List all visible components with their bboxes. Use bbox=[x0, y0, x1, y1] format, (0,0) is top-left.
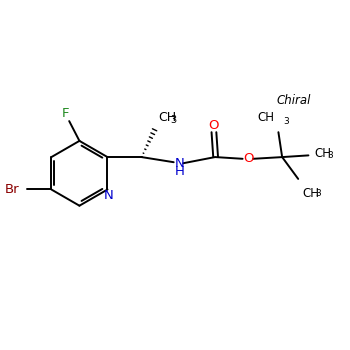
Text: F: F bbox=[61, 107, 69, 120]
Text: N: N bbox=[104, 189, 114, 202]
Text: Chiral: Chiral bbox=[277, 94, 311, 107]
Text: CH: CH bbox=[315, 147, 331, 160]
Text: CH: CH bbox=[159, 111, 177, 124]
Text: 3: 3 bbox=[328, 151, 333, 160]
Text: H: H bbox=[175, 165, 185, 178]
Text: 3: 3 bbox=[315, 189, 321, 198]
Text: 3: 3 bbox=[284, 117, 289, 126]
Text: O: O bbox=[209, 119, 219, 132]
Text: Br: Br bbox=[5, 183, 19, 196]
Text: 3: 3 bbox=[170, 116, 176, 125]
Text: CH: CH bbox=[257, 111, 274, 124]
Text: CH: CH bbox=[302, 187, 319, 200]
Text: N: N bbox=[175, 157, 185, 170]
Text: O: O bbox=[243, 152, 254, 165]
